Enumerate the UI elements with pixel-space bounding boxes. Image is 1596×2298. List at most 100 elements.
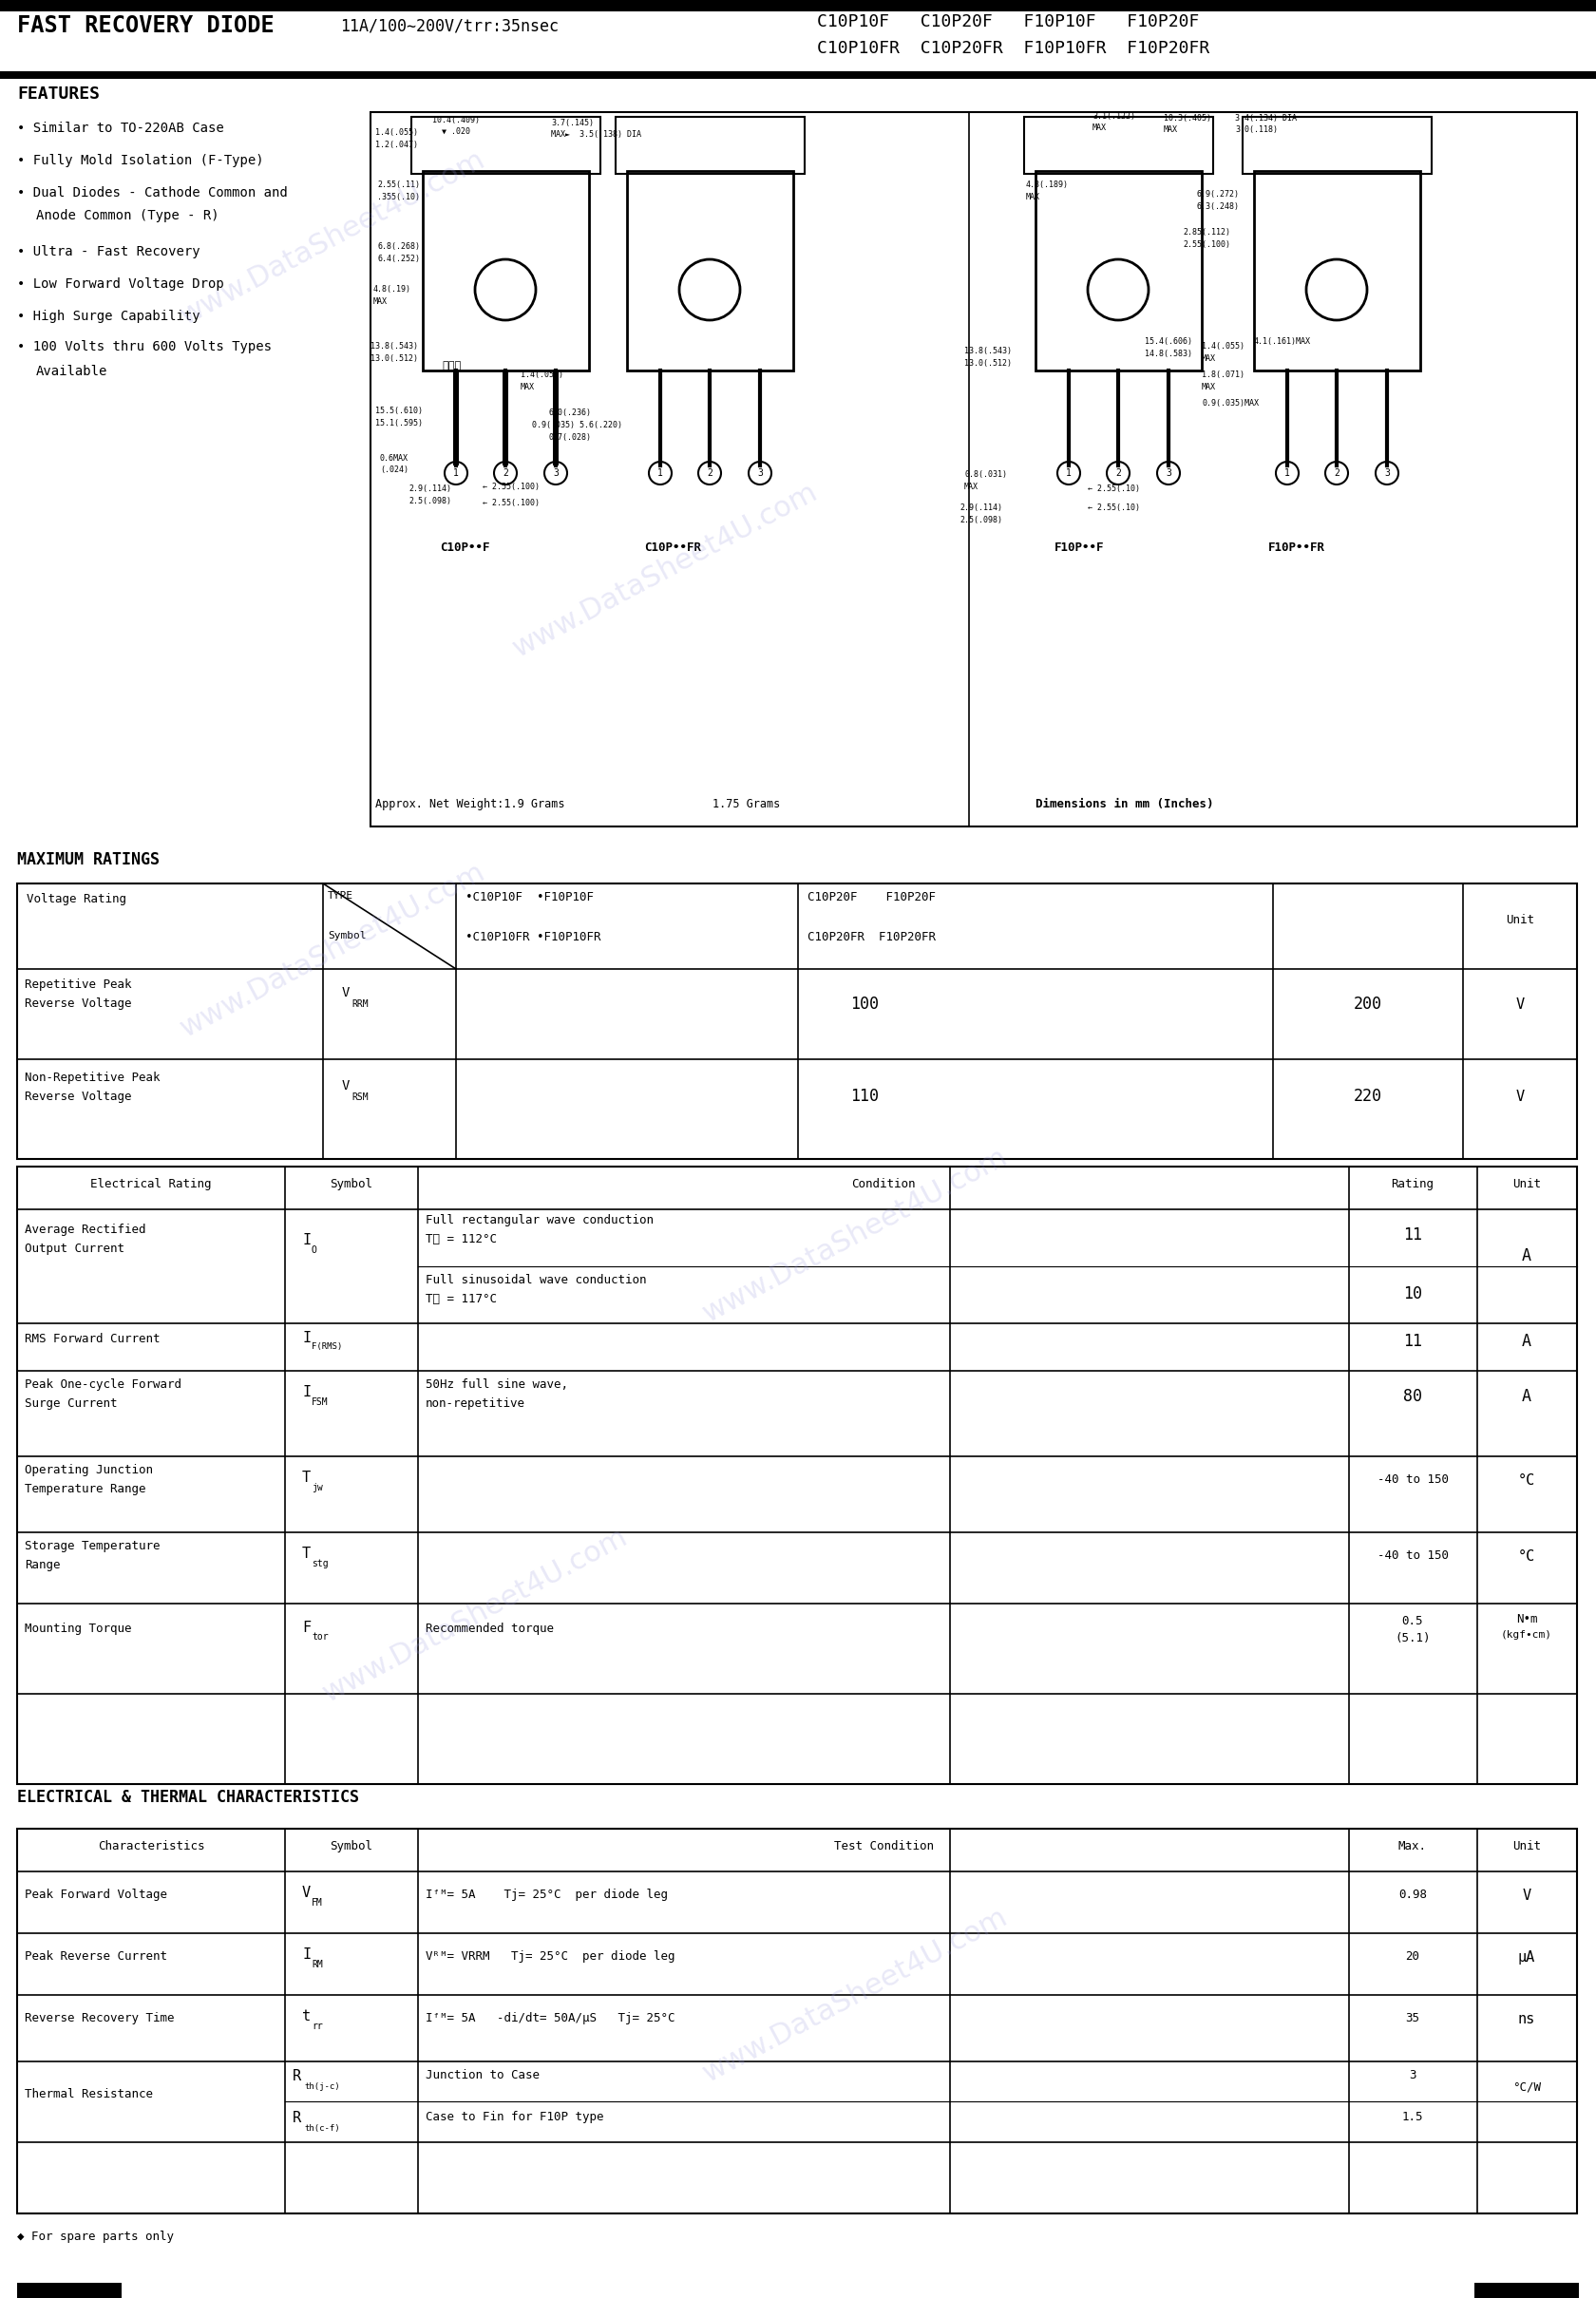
Text: • Similar to TO-220AB Case: • Similar to TO-220AB Case [18, 122, 223, 136]
Text: www.DataSheet4U.com: www.DataSheet4U.com [697, 1142, 1012, 1328]
Text: 6.8(.268): 6.8(.268) [377, 241, 420, 250]
Text: 10: 10 [1403, 1285, 1422, 1303]
Text: 100: 100 [851, 995, 879, 1013]
Bar [503, 370, 508, 466]
Text: Surge Current: Surge Current [24, 1397, 118, 1409]
Text: Repetitive Peak: Repetitive Peak [24, 979, 131, 990]
Bar [1025, 117, 1213, 175]
Text: F10P••F: F10P••F [1055, 542, 1104, 554]
Text: MAX: MAX [1202, 384, 1216, 391]
Text: F(RMS): F(RMS) [311, 1342, 342, 1351]
Text: ELECTRICAL & THERMAL CHARACTERISTICS: ELECTRICAL & THERMAL CHARACTERISTICS [18, 1788, 359, 1806]
Text: N•m: N•m [1516, 1613, 1537, 1625]
Text: MAX: MAX [520, 384, 535, 391]
Text: C10P••FR: C10P••FR [645, 542, 701, 554]
Text: Peak Forward Voltage: Peak Forward Voltage [24, 1889, 168, 1900]
Text: °C/W: °C/W [1513, 2080, 1540, 2093]
Text: A: A [1523, 1333, 1532, 1349]
Bar [0, 71, 1596, 78]
Text: • 100 Volts thru 600 Volts Types: • 100 Volts thru 600 Volts Types [18, 340, 271, 354]
Text: C10P20F    F10P20F: C10P20F F10P20F [808, 892, 935, 903]
Text: 0.5: 0.5 [1401, 1615, 1424, 1627]
Text: F10P••FR: F10P••FR [1269, 542, 1325, 554]
Bar [18, 1167, 1577, 1783]
Text: 0.7(.028): 0.7(.028) [549, 434, 592, 441]
Text: Max.: Max. [1398, 1841, 1427, 1852]
Text: MAX: MAX [373, 296, 388, 306]
Text: Recommended torque: Recommended torque [426, 1622, 554, 1634]
Text: C10P20FR  F10P20FR: C10P20FR F10P20FR [808, 931, 935, 944]
Text: Vᴿᴹ= VRRM   Tj= 25°C  per diode leg: Vᴿᴹ= VRRM Tj= 25°C per diode leg [426, 1951, 675, 1962]
Text: Junction to Case: Junction to Case [426, 2068, 539, 2082]
Text: stg: stg [311, 1558, 329, 1570]
Text: I: I [302, 1386, 311, 1399]
Text: Rating: Rating [1392, 1179, 1435, 1190]
Text: Characteristics: Characteristics [97, 1841, 204, 1852]
Text: 3: 3 [1165, 469, 1171, 478]
Text: 110: 110 [851, 1087, 879, 1105]
Text: 3: 3 [552, 469, 559, 478]
Text: 1.4(.055): 1.4(.055) [1202, 342, 1245, 352]
Text: 15.5(.610): 15.5(.610) [375, 407, 423, 416]
Text: Symbol: Symbol [327, 931, 365, 940]
Text: 6.0(.236): 6.0(.236) [549, 409, 592, 416]
Text: Full rectangular wave conduction: Full rectangular wave conduction [426, 1213, 654, 1227]
Text: www.DataSheet4U.com: www.DataSheet4U.com [318, 1524, 632, 1707]
Text: Average Rectified: Average Rectified [24, 1223, 145, 1236]
Text: Symbol: Symbol [330, 1179, 373, 1190]
Text: V: V [302, 1887, 311, 1900]
Text: Full sinusoidal wave conduction: Full sinusoidal wave conduction [426, 1273, 646, 1287]
Text: C10P••F: C10P••F [440, 542, 490, 554]
Text: Non-Repetitive Peak: Non-Repetitive Peak [24, 1071, 160, 1085]
Text: MAX►  3.5(.138) DIA: MAX► 3.5(.138) DIA [551, 131, 642, 138]
Text: (5.1): (5.1) [1395, 1632, 1430, 1645]
Text: 2.85(.112): 2.85(.112) [1183, 228, 1231, 237]
Text: (kgf•cm): (kgf•cm) [1500, 1629, 1553, 1641]
Text: 13.8(.543): 13.8(.543) [370, 342, 418, 352]
Text: 2.55(.100): 2.55(.100) [1183, 241, 1231, 248]
Text: V: V [342, 1080, 350, 1092]
Text: RRM: RRM [351, 1000, 369, 1009]
Text: A: A [1523, 1248, 1532, 1264]
Text: -40 to 150: -40 to 150 [1377, 1549, 1448, 1563]
Text: 1.4(.055): 1.4(.055) [375, 129, 418, 138]
Text: FM: FM [311, 1898, 322, 1907]
Text: 1: 1 [453, 469, 458, 478]
Text: t: t [302, 2008, 311, 2025]
Text: RM: RM [311, 1960, 322, 1969]
Text: 50Hz full sine wave,: 50Hz full sine wave, [426, 1379, 568, 1390]
Bar [423, 170, 589, 370]
Text: TYPE: TYPE [327, 892, 353, 901]
Text: V: V [1516, 997, 1524, 1011]
Text: I: I [302, 1234, 311, 1248]
Text: I: I [302, 1331, 311, 1344]
Text: 13.0(.512): 13.0(.512) [964, 358, 1012, 368]
Text: 11: 11 [1403, 1333, 1422, 1349]
Text: 4.8(.189): 4.8(.189) [1026, 182, 1069, 188]
Text: 2: 2 [1116, 469, 1120, 478]
Text: non-repetitive: non-repetitive [426, 1397, 525, 1409]
Text: R: R [292, 2112, 302, 2126]
Text: Thermal Resistance: Thermal Resistance [24, 2089, 153, 2100]
Text: Storage Temperature: Storage Temperature [24, 1540, 160, 1551]
Text: Symbol: Symbol [330, 1841, 373, 1852]
Text: ← 2.55(.100): ← 2.55(.100) [482, 499, 539, 508]
Text: MAX: MAX [1026, 193, 1041, 202]
Text: C10P10F   C10P20F   F10P10F   F10P20F: C10P10F C10P20F F10P10F F10P20F [817, 14, 1199, 30]
Text: 3.0(.118): 3.0(.118) [1235, 126, 1278, 133]
Text: T: T [302, 1547, 311, 1560]
Text: Voltage Rating: Voltage Rating [27, 894, 126, 905]
Text: μA: μA [1518, 1951, 1535, 1965]
Text: Unit: Unit [1513, 1179, 1540, 1190]
Text: th(c-f): th(c-f) [303, 2123, 340, 2133]
Bar [1475, 2282, 1578, 2298]
Text: Reverse Voltage: Reverse Voltage [24, 997, 131, 1009]
Text: 2: 2 [1334, 469, 1339, 478]
Text: th(j-c): th(j-c) [303, 2082, 340, 2091]
Text: 1.75 Grams: 1.75 Grams [712, 797, 780, 811]
Text: Output Current: Output Current [24, 1243, 124, 1255]
Text: Electrical Rating: Electrical Rating [91, 1179, 212, 1190]
Text: V: V [342, 986, 350, 1000]
Text: •C10P10F  •F10P10F: •C10P10F •F10P10F [466, 892, 594, 903]
Text: www.DataSheet4U.com: www.DataSheet4U.com [697, 1903, 1012, 2087]
